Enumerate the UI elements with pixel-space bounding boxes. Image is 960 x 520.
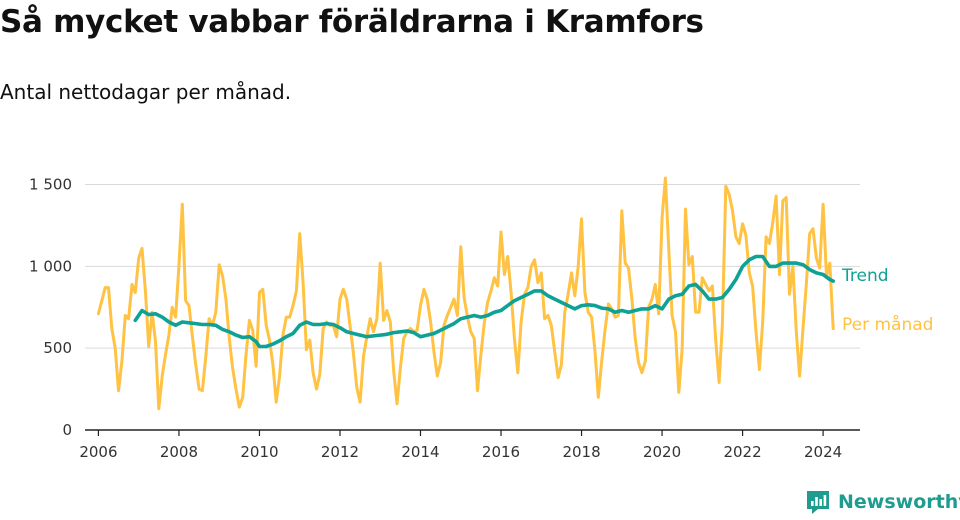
axes: 0 500 1 000 1 500 2006 2008 2010 2012 2014 2016 20… bbox=[29, 176, 860, 461]
x-tick-label: 2012 bbox=[321, 443, 359, 461]
grid-lines bbox=[85, 184, 860, 349]
x-tick-label: 2020 bbox=[643, 443, 681, 461]
x-tick-label: 2006 bbox=[79, 443, 117, 461]
y-tick-label: 0 bbox=[62, 421, 72, 439]
x-tick-label: 2014 bbox=[401, 443, 439, 461]
series-label-per-manad: Per månad bbox=[842, 314, 933, 335]
chart-title: Så mycket vabbar föräldrarna i Kramfors bbox=[0, 4, 704, 40]
y-tick-label: 1 500 bbox=[29, 176, 72, 194]
newsworthy-logo-icon bbox=[807, 491, 829, 514]
x-tick-label: 2022 bbox=[723, 443, 761, 461]
x-tick-label: 2010 bbox=[240, 443, 278, 461]
series-label-trend: Trend bbox=[841, 266, 889, 286]
x-tick-label: 2016 bbox=[482, 443, 520, 461]
series-lines bbox=[96, 176, 835, 411]
y-tick-label: 1 000 bbox=[29, 257, 72, 275]
series-line-trend bbox=[133, 254, 835, 349]
y-tick-label: 500 bbox=[43, 339, 72, 357]
series-line-per-manad bbox=[96, 176, 835, 411]
x-tick-label: 2018 bbox=[562, 443, 600, 461]
x-tick-label: 2008 bbox=[160, 443, 198, 461]
brand-name: Newsworthy bbox=[838, 491, 960, 513]
x-tick-label: 2024 bbox=[804, 443, 842, 461]
series-labels: Per månad Trend bbox=[841, 266, 933, 335]
chart-subtitle: Antal nettodagar per månad. bbox=[0, 80, 292, 104]
brand: Newsworthy bbox=[804, 486, 960, 518]
